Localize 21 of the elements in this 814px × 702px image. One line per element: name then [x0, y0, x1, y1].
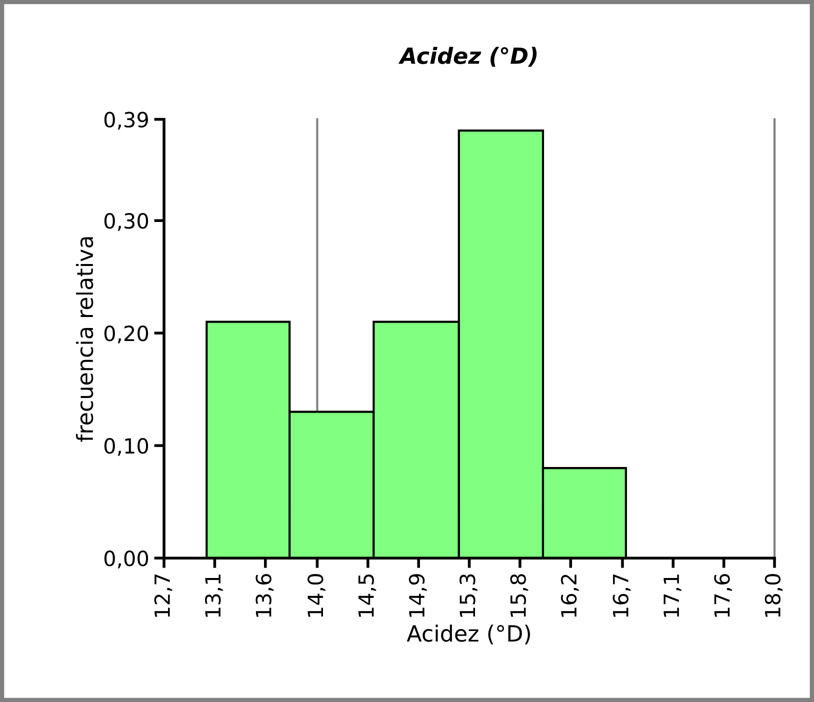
y-tick-label: 0,30 [104, 213, 148, 231]
x-tick-label: 17,1 [664, 574, 682, 617]
chart-title: Acidez (°D) [398, 46, 537, 67]
x-tick-label: 12,7 [154, 574, 172, 617]
x-axis-title: Acidez (°D) [406, 624, 530, 644]
x-tick-label: 16,2 [560, 574, 579, 617]
x-tick-label: 17,6 [714, 574, 732, 617]
x-tick-label: 13,6 [256, 574, 274, 617]
x-tick-label: 14,5 [358, 574, 376, 617]
y-tick-label: 0,20 [104, 326, 148, 344]
y-tick-label: 0,39 [104, 112, 148, 130]
y-tick-label: 0,10 [104, 438, 148, 456]
x-tick-label: 13,1 [204, 574, 223, 617]
x-tick-label: 14,9 [408, 574, 427, 617]
x-tick-label: 15,3 [460, 574, 478, 617]
y-tick-label: 0,00 [104, 550, 148, 568]
x-tick-label: 16,7 [612, 574, 631, 617]
x-tick-label: 15,8 [510, 574, 528, 617]
x-tick-label: 18,0 [764, 574, 783, 617]
y-axis-title: frecuencia relativa [76, 237, 94, 442]
x-tick-label: 14,0 [308, 574, 326, 617]
